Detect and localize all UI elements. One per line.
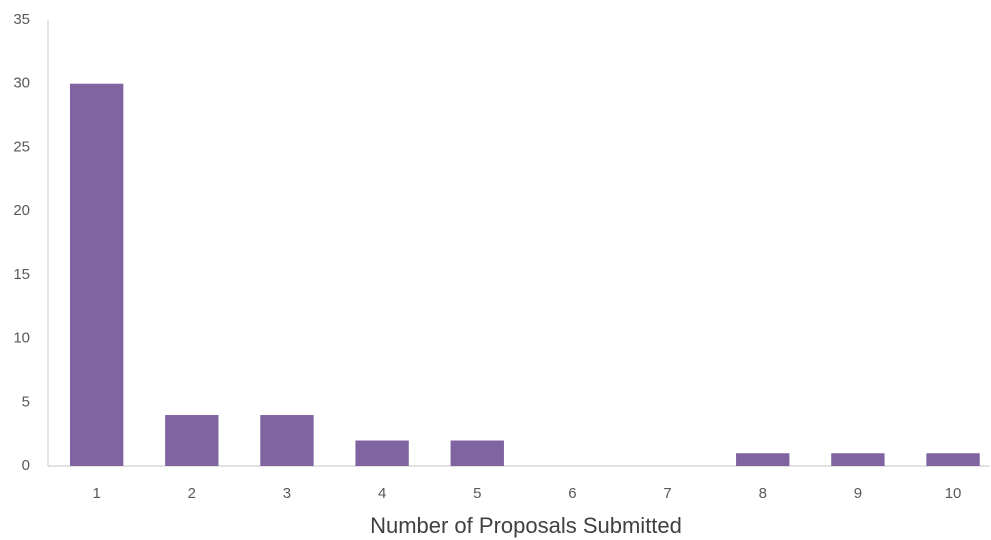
x-tick-label: 7 — [663, 485, 671, 502]
bar — [355, 440, 409, 466]
bar — [260, 415, 314, 466]
bar — [165, 415, 219, 466]
x-tick-label: 5 — [473, 485, 481, 502]
x-axis-title: Number of Proposals Submitted — [370, 513, 682, 538]
bar — [736, 453, 790, 466]
y-tick-label: 35 — [13, 11, 30, 28]
y-tick-label: 5 — [22, 393, 30, 410]
x-tick-label: 1 — [92, 485, 100, 502]
y-tick-label: 10 — [13, 330, 30, 347]
y-tick-label: 25 — [13, 138, 30, 155]
x-tick-label: 8 — [759, 485, 767, 502]
y-tick-label: 30 — [13, 75, 30, 92]
y-tick-label: 0 — [22, 457, 30, 474]
bar — [450, 440, 504, 466]
x-tick-label: 6 — [568, 485, 576, 502]
y-tick-label: 20 — [13, 202, 30, 219]
x-tick-label: 4 — [378, 485, 386, 502]
bar — [69, 83, 124, 466]
bar — [926, 453, 980, 466]
y-tick-label: 15 — [13, 266, 30, 283]
x-tick-label: 3 — [283, 485, 291, 502]
bar — [831, 453, 885, 466]
x-tick-label: 10 — [945, 485, 962, 502]
x-tick-label: 2 — [188, 485, 196, 502]
x-tick-label: 9 — [854, 485, 862, 502]
